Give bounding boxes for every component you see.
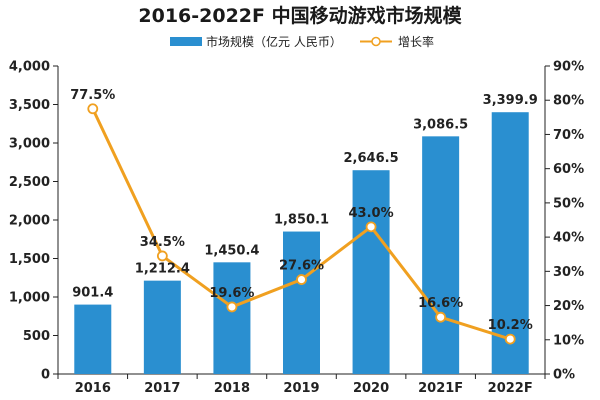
bar-value-label: 1,450.4 [204, 243, 259, 258]
x-tick-label: 2022F [488, 381, 533, 396]
bar [352, 170, 390, 374]
bar [143, 280, 181, 374]
right-tick-label: 10% [553, 333, 584, 348]
legend: 市场规模（亿元 人民币） 增长率 [170, 34, 434, 49]
right-tick-label: 60% [553, 162, 584, 177]
left-tick-label: 1,000 [9, 291, 50, 306]
x-tick-label: 2019 [283, 381, 319, 396]
right-tick-label: 40% [553, 231, 584, 246]
bar-value-label: 3,086.5 [413, 117, 468, 132]
bar [213, 262, 251, 374]
bar [74, 304, 112, 374]
right-axis: 0% 10% 20% 30% 40% 50% 60% 70% 80% 90% [544, 60, 584, 383]
legend-swatch-bar [170, 37, 202, 46]
growth-point [87, 103, 99, 115]
right-tick-label: 80% [553, 94, 584, 109]
bar-value-label: 901.4 [72, 286, 113, 301]
chart-title: 2016-2022F 中国移动游戏市场规模 [138, 4, 462, 27]
growth-value-label: 77.5% [70, 88, 115, 103]
growth-value-label: 27.6% [279, 259, 324, 274]
left-tick-label: 2,000 [9, 214, 50, 229]
bar [491, 112, 529, 374]
bar [283, 231, 320, 374]
left-tick-label: 1,500 [9, 252, 50, 267]
growth-point [504, 333, 516, 345]
right-tick-label: 70% [553, 128, 584, 143]
left-tick-label: 3,500 [9, 98, 50, 113]
growth-value-label: 10.2% [488, 318, 533, 333]
right-tick-label: 0% [553, 368, 575, 383]
data-labels: 901.4 1,212.4 1,450.4 1,850.1 2,646.5 3,086.5… [70, 88, 538, 333]
growth-value-label: 43.0% [349, 206, 394, 221]
x-tick-label: 2017 [144, 381, 180, 396]
x-tick-label: 2020 [353, 381, 389, 396]
bar [422, 136, 460, 374]
x-axis: 2016 2017 2018 2019 2020 2021F 2022F [57, 373, 546, 396]
legend-label-bar: 市场规模（亿元 人民币） [206, 34, 342, 49]
bar-series [74, 112, 529, 374]
right-tick-label: 90% [553, 60, 584, 75]
left-tick-label: 500 [23, 329, 50, 344]
bar-value-label: 3,399.9 [483, 93, 538, 108]
x-tick-label: 2016 [75, 381, 111, 396]
growth-value-label: 19.6% [209, 286, 254, 301]
growth-point [365, 221, 377, 233]
right-tick-label: 50% [553, 196, 584, 211]
growth-value-label: 16.6% [418, 296, 463, 311]
x-tick-label: 2021F [418, 381, 463, 396]
right-tick-label: 30% [553, 265, 584, 280]
growth-point [156, 250, 168, 262]
legend-swatch-marker [371, 36, 381, 47]
bar-value-label: 1,850.1 [274, 213, 329, 228]
left-axis: 0 500 1,000 1,500 2,000 2,500 3,000 3,500 4,000 [9, 60, 59, 383]
growth-value-label: 34.5% [140, 235, 185, 250]
left-tick-label: 2,500 [9, 175, 50, 190]
growth-point [226, 301, 238, 313]
left-tick-label: 0 [41, 368, 50, 383]
right-tick-label: 20% [553, 299, 584, 314]
x-tick-label: 2018 [214, 381, 250, 396]
bar-value-label: 1,212.4 [135, 262, 190, 277]
line-series [87, 103, 516, 345]
bar-value-label: 2,646.5 [344, 151, 399, 166]
growth-point [296, 274, 307, 285]
legend-label-line: 增长率 [398, 34, 434, 49]
growth-point [435, 311, 447, 323]
left-tick-label: 4,000 [9, 60, 50, 75]
left-tick-label: 3,000 [9, 137, 50, 152]
